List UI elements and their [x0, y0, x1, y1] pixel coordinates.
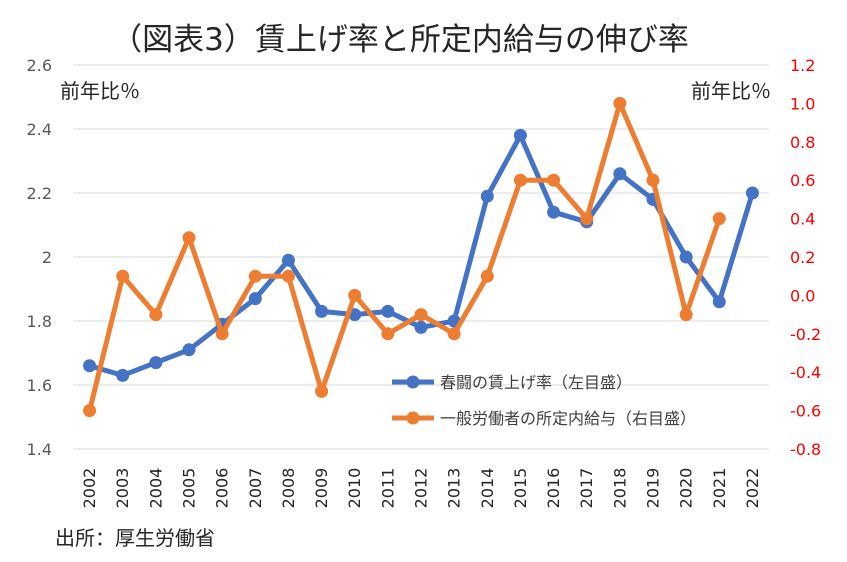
data-point: [547, 205, 561, 219]
data-point: [182, 343, 196, 357]
data-point: [182, 231, 196, 245]
data-point: [712, 295, 726, 309]
x-tick-label: 2006: [213, 468, 232, 509]
x-tick-label: 2022: [743, 468, 762, 509]
right-tick-label: -0.2: [790, 325, 821, 344]
right-tick-label: 1.0: [790, 94, 815, 113]
right-tick-label: 0.4: [790, 210, 815, 229]
right-tick-label: 0.0: [790, 286, 815, 305]
right-axis: -0.8 -0.6 -0.4 -0.2 0.0 0.2 0.4 0.6 0.8 1.0 1.2: [790, 56, 821, 459]
left-tick-label: 1.4: [27, 440, 52, 459]
right-tick-label: -0.8: [790, 440, 821, 459]
data-point: [679, 308, 693, 322]
left-tick-label: 1.6: [27, 376, 52, 395]
x-tick-label: 2005: [180, 468, 199, 509]
x-tick-label: 2016: [544, 468, 563, 509]
right-axis-label: 前年比％: [691, 79, 771, 103]
x-tick-label: 2009: [312, 468, 331, 509]
series: [83, 96, 759, 418]
x-tick-label: 2002: [80, 468, 99, 509]
series-line: [87, 100, 722, 412]
legend-label: 一般労働者の所定内給与（右目盛）: [440, 409, 696, 428]
x-tick-label: 2004: [146, 468, 165, 509]
x-tick-label: 2013: [445, 468, 464, 509]
data-point: [414, 308, 428, 322]
x-tick-label: 2011: [378, 468, 397, 509]
right-tick-label: 0.8: [790, 133, 815, 152]
x-tick-label: 2014: [478, 468, 497, 509]
legend-marker: [406, 375, 420, 389]
data-point: [480, 189, 494, 203]
data-point: [580, 212, 594, 226]
data-point: [381, 327, 395, 341]
left-tick-label: 2.4: [27, 120, 52, 139]
left-tick-label: 2.6: [27, 56, 52, 75]
series-1: [83, 128, 759, 382]
source-note: 出所：厚生労働省: [55, 526, 215, 550]
data-point: [712, 212, 726, 226]
left-tick-label: 1.8: [27, 312, 52, 331]
right-tick-label: 1.2: [790, 56, 815, 75]
left-tick-label: 2.2: [27, 184, 52, 203]
data-point: [447, 327, 461, 341]
data-point: [646, 173, 660, 187]
x-tick-label: 2015: [511, 468, 530, 509]
data-point: [248, 269, 262, 283]
data-point: [215, 327, 229, 341]
right-tick-label: -0.6: [790, 402, 821, 421]
data-point: [281, 253, 295, 267]
series-line: [88, 132, 755, 378]
data-point: [348, 288, 362, 302]
left-axis: 1.4 1.6 1.8 2 2.2 2.4 2.6: [27, 56, 52, 459]
x-tick-label: 2010: [345, 468, 364, 509]
left-axis-label: 前年比％: [60, 79, 140, 103]
data-point: [381, 304, 395, 318]
right-tick-label: 0.6: [790, 171, 815, 190]
data-point: [613, 167, 627, 181]
series-2: [83, 96, 726, 418]
data-point: [315, 384, 329, 398]
data-point: [745, 186, 759, 200]
left-tick-label: 2: [42, 248, 52, 267]
data-point: [547, 173, 561, 187]
data-point: [248, 292, 262, 306]
legend-label: 春闘の賃上げ率（左目盛）: [440, 373, 632, 392]
x-tick-label: 2019: [644, 468, 663, 509]
data-point: [613, 96, 627, 110]
x-tick-label: 2021: [710, 468, 729, 509]
x-tick-label: 2012: [412, 468, 431, 509]
data-point: [116, 269, 130, 283]
data-point: [414, 320, 428, 334]
x-tick-label: 2020: [677, 468, 696, 509]
x-tick-label: 2018: [610, 468, 629, 509]
data-point: [513, 128, 527, 142]
x-tick-label: 2003: [113, 468, 132, 509]
x-tick-label: 2017: [577, 468, 596, 509]
data-point: [480, 269, 494, 283]
right-tick-label: -0.4: [790, 363, 821, 382]
right-tick-label: 0.2: [790, 248, 815, 267]
data-point: [116, 368, 130, 382]
legend: 春闘の賃上げ率（左目盛） 一般労働者の所定内給与（右目盛）: [392, 373, 696, 428]
gridlines: [73, 64, 769, 450]
x-axis: 2002 2003 2004 2005 2006 2007 2008 2009 2010 2011…: [80, 468, 762, 509]
data-point: [83, 359, 97, 373]
x-tick-label: 2007: [246, 468, 265, 509]
data-point: [315, 304, 329, 318]
data-point: [513, 173, 527, 187]
data-point: [83, 404, 97, 418]
x-tick-label: 2008: [279, 468, 298, 509]
data-point: [149, 356, 163, 370]
chart-title: （図表3）賃上げ率と所定内給与の伸び率: [111, 22, 689, 58]
data-point: [281, 269, 295, 283]
data-point: [679, 250, 693, 264]
legend-marker: [406, 411, 420, 425]
data-point: [149, 308, 163, 322]
